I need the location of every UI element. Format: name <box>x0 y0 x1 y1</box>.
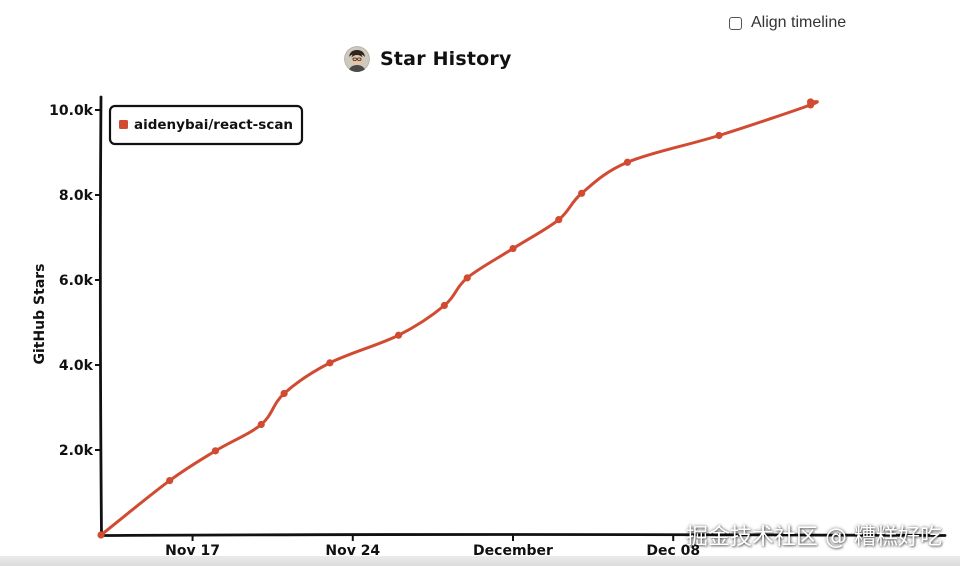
legend-swatch <box>119 120 128 129</box>
data-point[interactable] <box>806 101 815 109</box>
data-point[interactable] <box>211 447 220 455</box>
align-timeline-checkbox[interactable] <box>729 16 742 30</box>
data-point[interactable] <box>578 189 586 197</box>
y-tick-label: 8.0k <box>59 188 94 204</box>
align-timeline-label[interactable]: Align timeline <box>751 14 847 31</box>
bottom-band <box>0 556 960 566</box>
data-point[interactable] <box>326 359 334 367</box>
y-tick-label: 10.0k <box>49 103 94 119</box>
data-point[interactable] <box>555 216 563 224</box>
chart-title: Star History <box>380 48 512 70</box>
data-point[interactable] <box>509 244 517 253</box>
data-point[interactable] <box>166 477 174 485</box>
data-point[interactable] <box>715 131 723 140</box>
y-tick-label: 6.0k <box>59 273 94 289</box>
data-point[interactable] <box>280 389 288 398</box>
y-axis-label: GitHub Stars <box>32 263 48 364</box>
legend-label: aidenybai/react-scan <box>134 117 293 133</box>
y-axis-line <box>98 95 103 538</box>
align-timeline-toggle[interactable]: Align timeline <box>729 12 846 34</box>
data-point[interactable] <box>394 331 403 339</box>
legend-box <box>108 104 304 146</box>
chart-header: Star History <box>344 44 512 74</box>
data-point[interactable] <box>97 531 105 539</box>
legend: aidenybai/react-scan <box>108 104 304 146</box>
axes <box>98 95 947 538</box>
data-point[interactable] <box>257 420 265 429</box>
data-point[interactable] <box>623 158 632 166</box>
user-avatar-icon <box>344 46 370 72</box>
data-point[interactable] <box>440 301 448 310</box>
watermark: 掘金技术社区 @ 糟糕好吃 <box>686 525 942 550</box>
y-tick-label: 2.0k <box>59 443 94 459</box>
data-point[interactable] <box>806 98 815 106</box>
data-point[interactable] <box>463 274 471 282</box>
y-tick-label: 4.0k <box>59 358 94 374</box>
series-layer <box>97 98 819 539</box>
series-line-0 <box>99 100 819 537</box>
